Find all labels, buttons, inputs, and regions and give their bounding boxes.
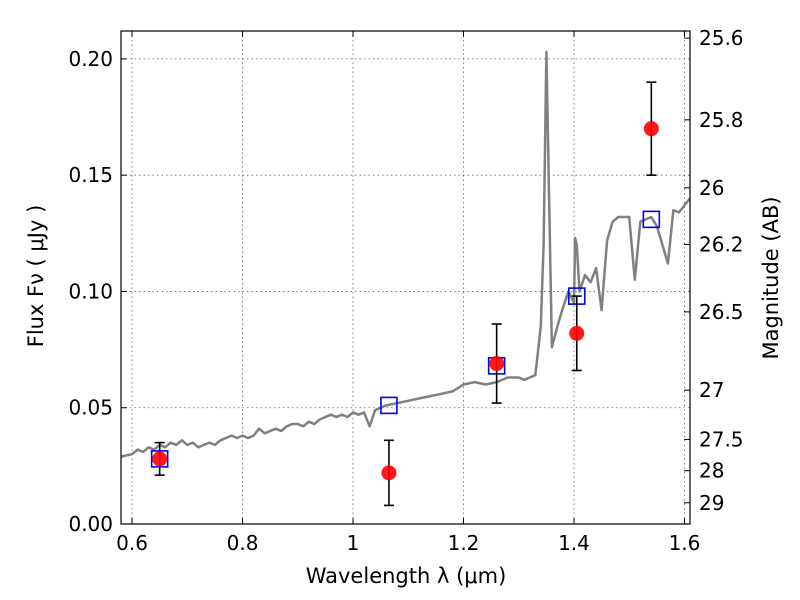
x-tick-label: 0.8 [227,531,259,555]
observed-photometry-point [643,121,659,137]
plot-frame [120,30,691,525]
right-tick-label: 27.5 [699,428,744,452]
observed-photometry-point [381,465,397,481]
observed-photometry-point [152,451,168,467]
synthetic-photometry-square [380,396,398,415]
x-tick-label: 1.4 [558,531,590,555]
y-axis-label: Flux Fν ( μJy ) [24,205,48,348]
x-tick-label: 1.2 [448,531,480,555]
synthetic-photometry-square [642,210,661,229]
right-tick-label: 25.8 [699,108,744,132]
right-tick-label: 26.5 [699,300,744,324]
y-tick-label: 0.00 [68,512,113,536]
x-tick-label: 0.6 [116,531,148,555]
y-tick-label: 0.20 [68,47,113,71]
y-tick-label: 0.05 [68,396,113,420]
x-axis-label: Wavelength λ (μm) [306,564,507,588]
right-tick-label: 26 [699,176,724,200]
plot-series [121,50,690,507]
x-axis-label-text: Wavelength λ (μm) [306,564,507,588]
observed-photometry-point [569,325,585,341]
right-tick-label: 25.6 [699,26,744,50]
right-tick-label: 28 [699,459,724,483]
right-tick-label: 29 [699,491,724,515]
right-tick-label: 26.2 [699,232,744,256]
right-tick-label: 27 [699,378,724,402]
y-tick-label: 0.15 [68,163,113,187]
axis-ticks: 0.6 0.8 1 1.2 1.4 1.6 0.00 0.05 0.10 0.15 0.20 25.6… [68,26,743,555]
x-tick-label: 1 [347,531,360,555]
y-tick-label: 0.10 [68,279,113,303]
y-axis-label-text: Flux Fν ( μJy ) [24,205,48,348]
x-tick-label: 1.6 [669,531,701,555]
model-spectrum-line [121,50,690,458]
observed-photometry-point [489,356,505,372]
right-axis-label: Magnitude (AB) [759,196,783,359]
right-axis-label-text: Magnitude (AB) [759,196,783,359]
